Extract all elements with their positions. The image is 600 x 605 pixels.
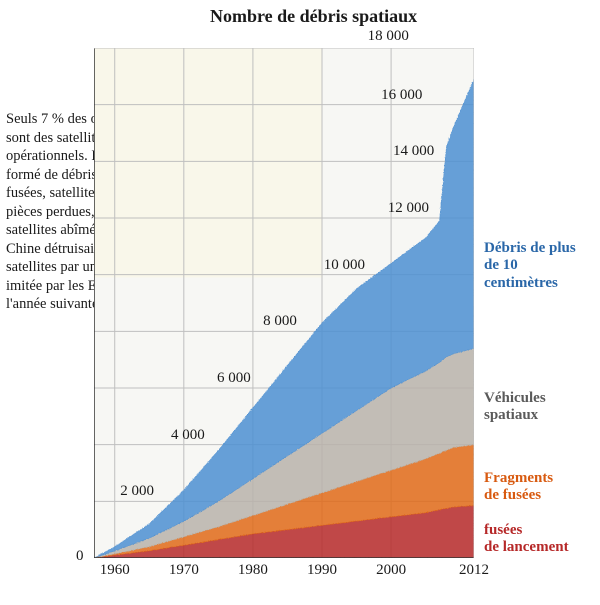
y-tick-label: 16 000	[381, 87, 422, 104]
y-tick-label: 0	[76, 548, 84, 565]
y-tick-label: 12 000	[388, 200, 429, 217]
y-tick-label: 18 000	[368, 28, 409, 45]
series-label-rocket_fragments: Fragmentsde fusées	[484, 470, 553, 505]
y-tick-label: 2 000	[120, 483, 154, 500]
x-tick-label: 1970	[169, 562, 199, 579]
y-tick-label: 6 000	[217, 370, 251, 387]
x-tick-label: 1980	[238, 562, 268, 579]
x-tick-label: 2000	[376, 562, 406, 579]
ytick-layer: 02 0004 0006 0008 00010 00012 00014 0001…	[94, 48, 474, 558]
series-label-spacecraft: Véhiculesspatiaux	[484, 390, 546, 425]
y-tick-label: 8 000	[263, 313, 297, 330]
y-tick-label: 10 000	[324, 257, 365, 274]
x-tick-label: 1960	[100, 562, 130, 579]
x-tick-label: 2012	[459, 562, 489, 579]
chart-container: 02 0004 0006 0008 00010 00012 00014 0001…	[94, 48, 474, 558]
y-tick-label: 4 000	[171, 427, 205, 444]
y-tick-label: 14 000	[393, 143, 434, 160]
series-label-debris_10cm: Débris de plusde 10 centimètres	[484, 240, 594, 292]
x-tick-label: 1990	[307, 562, 337, 579]
chart-title: Nombre de débris spatiaux	[210, 6, 417, 27]
series-label-launch_rockets: fuséesde lancement	[484, 522, 569, 557]
